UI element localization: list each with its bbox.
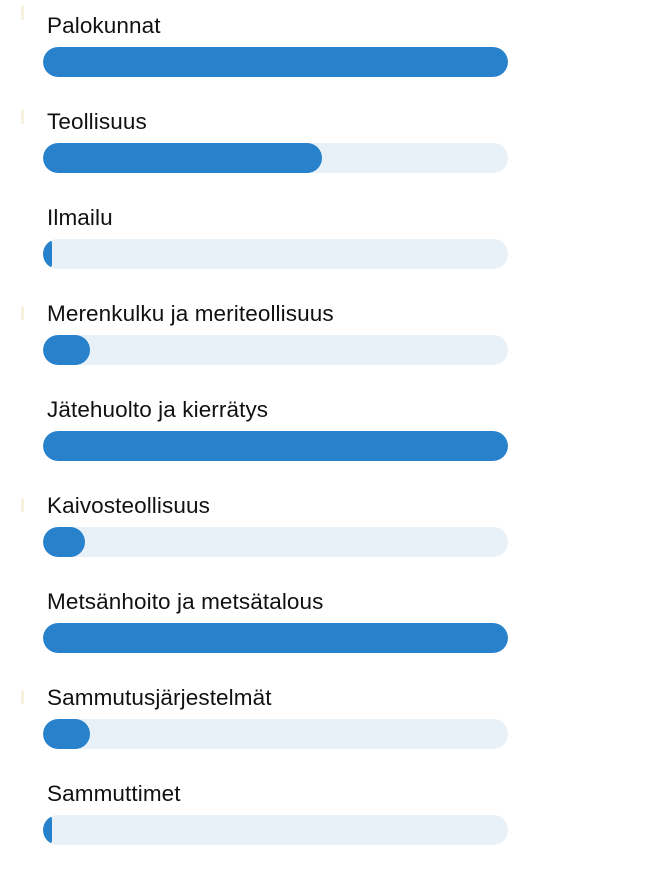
bar-label: Jätehuolto ja kierrätys (47, 397, 269, 422)
edge-mark (21, 690, 24, 704)
bar-track (43, 527, 508, 557)
bar-label: Metsänhoito ja metsätalous (47, 589, 324, 614)
bar-track (43, 815, 508, 845)
bar-label: Palokunnat (47, 13, 161, 38)
edge-mark (21, 306, 24, 320)
bar-fill (43, 815, 52, 845)
bar-track (43, 431, 508, 461)
bar-fill (43, 143, 322, 173)
bar-fill (43, 623, 508, 653)
bar-label: Teollisuus (47, 109, 147, 134)
bar-fill (43, 239, 52, 269)
bar-row: Palokunnat (43, 11, 508, 81)
bar-row: Jätehuolto ja kierrätys (43, 395, 508, 465)
bar-row: Sammutusjärjestelmät (43, 683, 508, 753)
bar-track (43, 47, 508, 77)
bar-fill (43, 47, 508, 77)
edge-mark (21, 498, 24, 512)
bar-row: Kaivosteollisuus (43, 491, 508, 561)
bar-track (43, 335, 508, 365)
bar-label: Ilmailu (47, 205, 113, 230)
bar-track (43, 623, 508, 653)
bar-label: Merenkulku ja meriteollisuus (47, 301, 334, 326)
bar-track (43, 143, 508, 173)
edge-mark (21, 110, 24, 124)
bar-fill (43, 719, 90, 749)
bar-row: Teollisuus (43, 107, 508, 177)
bar-track (43, 239, 508, 269)
bar-row: Sammuttimet (43, 779, 508, 849)
bar-label: Kaivosteollisuus (47, 493, 210, 518)
bar-row: Ilmailu (43, 203, 508, 273)
bar-fill (43, 527, 85, 557)
bar-row: Metsänhoito ja metsätalous (43, 587, 508, 657)
bar-fill (43, 431, 508, 461)
edge-mark (21, 6, 24, 20)
bar-label: Sammuttimet (47, 781, 181, 806)
bar-label: Sammutusjärjestelmät (47, 685, 272, 710)
bar-row: Merenkulku ja meriteollisuus (43, 299, 508, 369)
bar-track (43, 719, 508, 749)
bar-fill (43, 335, 90, 365)
